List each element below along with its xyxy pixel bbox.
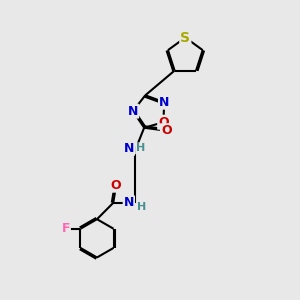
Text: N: N (159, 96, 169, 109)
Text: O: O (111, 179, 122, 192)
Text: S: S (180, 31, 190, 44)
Text: O: O (158, 116, 169, 129)
Text: N: N (128, 105, 138, 118)
Text: N: N (124, 142, 134, 155)
Text: F: F (61, 222, 70, 235)
Text: H: H (137, 202, 146, 212)
Text: O: O (161, 124, 172, 137)
Text: N: N (124, 196, 134, 209)
Text: H: H (136, 143, 145, 153)
